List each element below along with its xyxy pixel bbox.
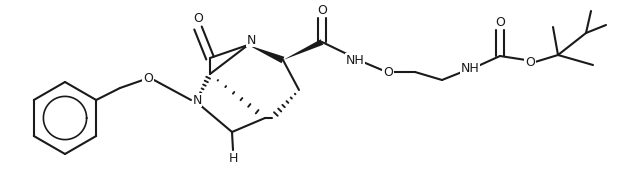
Text: O: O — [143, 72, 153, 85]
Text: O: O — [495, 15, 505, 29]
Text: O: O — [525, 56, 535, 69]
Text: O: O — [383, 65, 393, 78]
Text: N: N — [192, 93, 202, 106]
Text: NH: NH — [461, 61, 479, 74]
Text: H: H — [228, 152, 237, 164]
Text: N: N — [246, 34, 255, 46]
Polygon shape — [283, 39, 323, 60]
Polygon shape — [248, 45, 285, 63]
Text: O: O — [193, 11, 203, 25]
Text: O: O — [317, 3, 327, 17]
Text: NH: NH — [345, 53, 365, 66]
Text: O: O — [143, 72, 153, 85]
